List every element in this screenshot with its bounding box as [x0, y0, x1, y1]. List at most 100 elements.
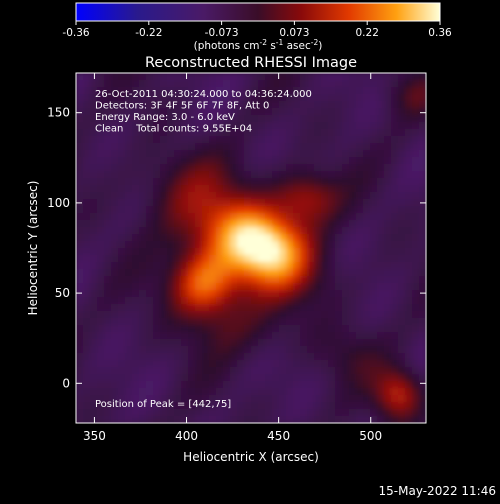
heatmap-cell: [405, 129, 413, 137]
heatmap-cell: [244, 388, 252, 396]
heatmap-cell: [307, 164, 315, 172]
heatmap-cell: [342, 143, 350, 151]
heatmap-cell: [125, 311, 133, 319]
heatmap-cell: [342, 157, 350, 165]
heatmap-cell: [321, 87, 329, 95]
heatmap-cell: [251, 115, 259, 123]
heatmap-cell: [139, 94, 147, 102]
heatmap-cell: [132, 311, 140, 319]
heatmap-cell: [174, 178, 182, 186]
heatmap-cell: [272, 143, 280, 151]
heatmap-cell: [419, 136, 426, 144]
heatmap-cell: [356, 339, 364, 347]
heatmap-cell: [412, 304, 420, 312]
heatmap-cell: [314, 290, 322, 298]
heatmap-cell: [342, 234, 350, 242]
heatmap-cell: [377, 108, 385, 116]
heatmap-cell: [146, 325, 154, 333]
heatmap-cell: [76, 332, 84, 340]
heatmap-cell: [265, 276, 273, 284]
heatmap-cell: [153, 339, 161, 347]
heatmap-cell: [391, 199, 399, 207]
heatmap-cell: [139, 360, 147, 368]
heatmap-cell: [398, 262, 406, 270]
heatmap-cell: [349, 234, 357, 242]
heatmap-cell: [321, 234, 329, 242]
heatmap-cell: [83, 73, 91, 81]
heatmap-cell: [118, 73, 126, 81]
heatmap-cell: [412, 185, 420, 193]
heatmap-cell: [398, 346, 406, 354]
heatmap-cell: [90, 206, 98, 214]
heatmap-cell: [195, 374, 203, 382]
heatmap-cell: [76, 416, 84, 423]
heatmap-cell: [321, 283, 329, 291]
heatmap-cell: [104, 395, 112, 403]
heatmap-cell: [104, 213, 112, 221]
heatmap-cell: [419, 178, 426, 186]
heatmap-cell: [188, 297, 196, 305]
heatmap-cell: [223, 325, 231, 333]
heatmap-cell: [174, 297, 182, 305]
heatmap-cell: [244, 241, 252, 249]
heatmap-cell: [209, 346, 217, 354]
heatmap-cell: [209, 234, 217, 242]
heatmap-cell: [76, 402, 84, 410]
heatmap-cell: [132, 381, 140, 389]
heatmap-cell: [216, 262, 224, 270]
heatmap-cell: [335, 220, 343, 228]
heatmap-cell: [258, 164, 266, 172]
heatmap-cell: [76, 325, 84, 333]
heatmap-cell: [321, 325, 329, 333]
heatmap-cell: [293, 395, 301, 403]
heatmap-cell: [132, 304, 140, 312]
heatmap-cell: [160, 164, 168, 172]
heatmap-cell: [398, 255, 406, 263]
heatmap-cell: [286, 129, 294, 137]
heatmap-cell: [160, 290, 168, 298]
heatmap-cell: [181, 255, 189, 263]
heatmap-cell: [342, 94, 350, 102]
heatmap-cell: [314, 367, 322, 375]
heatmap-cell: [419, 220, 426, 228]
heatmap-cell: [125, 283, 133, 291]
heatmap-cell: [307, 416, 315, 423]
heatmap-cell: [342, 283, 350, 291]
heatmap-cell: [349, 206, 357, 214]
heatmap-cell: [335, 283, 343, 291]
heatmap-cell: [76, 381, 84, 389]
heatmap-cell: [188, 87, 196, 95]
heatmap-cell: [286, 262, 294, 270]
heatmap-cell: [90, 416, 98, 423]
heatmap-cell: [160, 339, 168, 347]
heatmap-cell: [356, 311, 364, 319]
heatmap-cell: [405, 150, 413, 158]
heatmap-cell: [230, 143, 238, 151]
heatmap-cell: [244, 143, 252, 151]
heatmap-cell: [216, 283, 224, 291]
heatmap-cell: [174, 395, 182, 403]
heatmap-cell: [139, 108, 147, 116]
heatmap-cell: [328, 416, 336, 423]
heatmap-cell: [286, 136, 294, 144]
heatmap-cell: [363, 192, 371, 200]
heatmap-cell: [160, 157, 168, 165]
heatmap-cell: [300, 395, 308, 403]
heatmap-cell: [97, 192, 105, 200]
heatmap-cell: [419, 255, 426, 263]
heatmap-cell: [328, 122, 336, 130]
heatmap-cell: [153, 73, 161, 81]
heatmap-cell: [321, 402, 329, 410]
heatmap-cell: [223, 374, 231, 382]
heatmap-cell: [160, 185, 168, 193]
heatmap-cell: [342, 276, 350, 284]
heatmap-cell: [363, 402, 371, 410]
heatmap-cell: [398, 248, 406, 256]
heatmap-cell: [160, 143, 168, 151]
heatmap-cell: [167, 206, 175, 214]
heatmap-cell: [237, 381, 245, 389]
heatmap-cell: [237, 395, 245, 403]
heatmap-cell: [230, 353, 238, 361]
heatmap-cell: [419, 185, 426, 193]
colorbar-ticks: -0.36 -0.22 -0.073 0.073 0.22 0.36: [62, 21, 452, 39]
